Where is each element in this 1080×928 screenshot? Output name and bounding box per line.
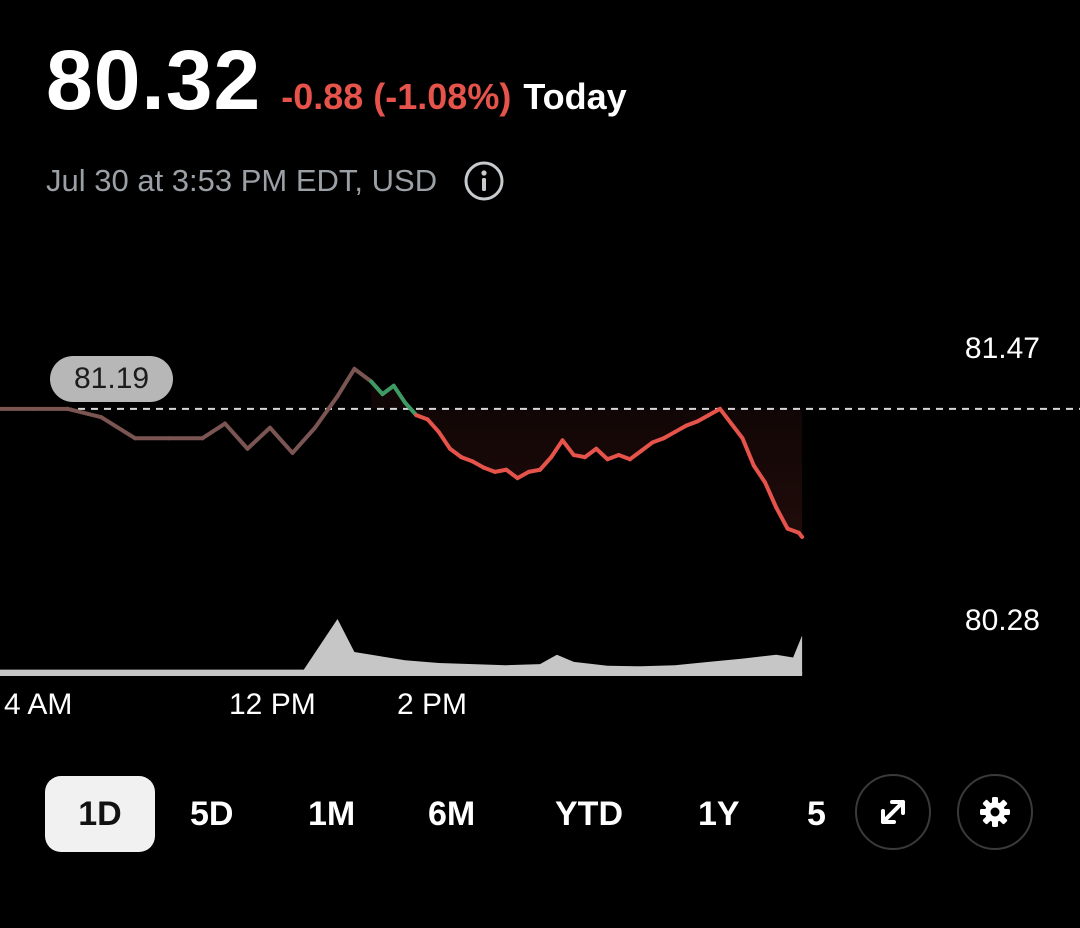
price-line-segment — [268, 425, 295, 455]
range-ytd-button[interactable]: YTD — [555, 795, 623, 833]
range-5d-button[interactable]: 5D — [190, 795, 234, 833]
price-line-segment — [425, 417, 441, 434]
price-line-segment — [245, 425, 272, 451]
range-5y-button[interactable]: 5 — [807, 795, 826, 833]
gear-icon — [980, 797, 1010, 827]
settings-button[interactable] — [957, 774, 1033, 850]
reference-price-label: 81.19 — [50, 356, 174, 402]
price-line-segment — [729, 421, 745, 441]
price-line-segment — [673, 423, 689, 434]
price-line-segment — [650, 436, 666, 445]
price-line-segment — [403, 400, 419, 418]
range-1d-button[interactable]: 1D — [45, 776, 155, 852]
price-area-fill — [371, 381, 803, 537]
price-line-segment — [313, 394, 340, 430]
price-line-segment — [706, 406, 722, 418]
price-line-segment — [785, 526, 801, 535]
quote-timestamp: Jul 30 at 3:53 PM EDT, USD — [46, 163, 438, 198]
price-line-segment — [684, 419, 700, 428]
current-price: 80.32 — [46, 33, 262, 127]
price-chart[interactable] — [0, 300, 1080, 740]
price-line-segment — [99, 415, 137, 441]
price-line-segment — [560, 438, 576, 458]
range-6m-button[interactable]: 6M — [428, 795, 476, 833]
price-line-segment — [200, 421, 227, 441]
volume-area — [0, 619, 803, 674]
price-line-segment — [448, 446, 464, 460]
price-line-segment — [661, 429, 677, 441]
price-line-segment — [290, 425, 317, 455]
y-tick-label-high: 81.47 — [964, 332, 1040, 365]
price-line-segment — [639, 440, 655, 453]
range-selector: 1D 5D 1M 6M YTD 1Y 5 — [0, 772, 1080, 856]
price-line-segment — [774, 505, 790, 531]
expand-icon — [881, 800, 905, 824]
quote-header: 80.32 -0.88 (-1.08%) Today — [46, 30, 627, 130]
price-line-segment — [605, 453, 621, 462]
price-line-segment — [504, 467, 520, 481]
range-1y-button[interactable]: 1Y — [698, 795, 740, 833]
price-line-segment — [538, 455, 554, 472]
x-tick-label-12pm: 12 PM — [229, 688, 316, 721]
price-line-segment — [594, 446, 610, 462]
price-line-segment — [436, 429, 452, 451]
change-period: Today — [523, 76, 627, 117]
price-line-segment — [481, 465, 497, 474]
price-line-segment — [391, 383, 407, 405]
price-line-segment — [470, 459, 486, 470]
price-line-segment — [695, 413, 711, 424]
quote-timestamp-row: Jul 30 at 3:53 PM EDT, USD — [46, 160, 505, 202]
price-line-segment — [414, 413, 430, 422]
info-icon[interactable] — [463, 160, 505, 202]
expand-button[interactable] — [855, 774, 931, 850]
price-line-segment — [796, 530, 805, 539]
x-tick-label-2pm: 2 PM — [397, 688, 468, 721]
range-1m-button[interactable]: 1M — [308, 795, 356, 833]
price-line-segment — [369, 379, 385, 397]
price-line-segment — [763, 480, 779, 510]
price-change: -0.88 (-1.08%) — [281, 76, 512, 117]
price-line-segment — [223, 421, 250, 451]
price-line-segment — [65, 406, 104, 420]
price-line-segment — [459, 455, 475, 464]
price-line-segment — [751, 463, 767, 485]
x-tick-label-4am: 4 AM — [4, 688, 73, 721]
price-line-segment — [616, 453, 632, 462]
price-line-segment — [718, 406, 734, 426]
price-line-segment — [335, 366, 357, 399]
price-line-segment — [583, 446, 599, 460]
price-line-segment — [628, 448, 644, 462]
price-line-segment — [352, 366, 374, 384]
price-line-segment — [549, 438, 565, 460]
price-line-segment — [515, 469, 531, 481]
y-tick-label-low: 80.28 — [964, 604, 1040, 637]
price-line-segment — [380, 383, 396, 397]
price-line-segment — [740, 436, 756, 468]
